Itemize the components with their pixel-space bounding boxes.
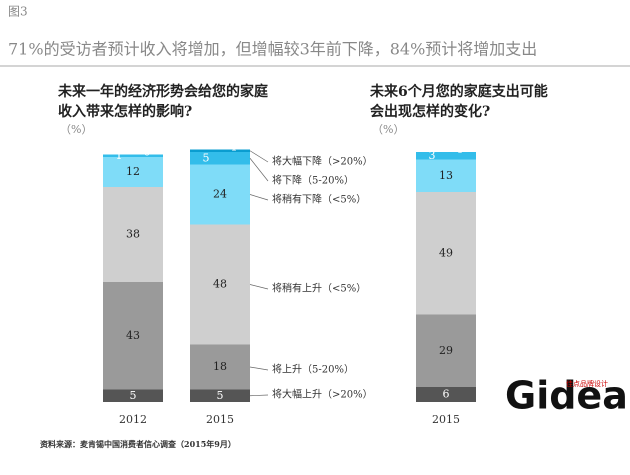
panel-title: 会出现怎样的变化? bbox=[370, 103, 490, 120]
value-label: 6 bbox=[443, 388, 450, 401]
panel-title: 未来一年的经济形势会给您的家庭 bbox=[58, 83, 269, 100]
legend-label: 将大幅下降（>20%） bbox=[272, 155, 373, 168]
value-label: 0 bbox=[457, 143, 464, 156]
legend-label: 将大幅上升（>20%） bbox=[272, 388, 373, 401]
source: 资料来源：麦肯锡中国消费者信心调查（2015年9月） bbox=[40, 439, 236, 449]
value-label: 18 bbox=[213, 360, 227, 373]
bar-segment bbox=[416, 192, 476, 315]
logo: Gidea bbox=[505, 374, 628, 418]
bar-segment bbox=[190, 164, 250, 225]
legend-leader bbox=[249, 150, 269, 163]
value-label: 13 bbox=[439, 169, 453, 182]
value-label: 0 bbox=[144, 146, 151, 159]
headline: 71%的受访者预计收入将增加，但增幅较3年前下降，84%预计将增加支出 bbox=[8, 40, 537, 59]
panel-title: 收入带来怎样的影响? bbox=[58, 103, 192, 120]
legend-leader bbox=[249, 158, 269, 182]
legend-label: 将下降（5-20%） bbox=[272, 174, 354, 187]
bar-segment bbox=[103, 157, 163, 187]
bar-segment bbox=[416, 159, 476, 192]
value-label: 1 bbox=[231, 141, 238, 154]
bar-segment bbox=[190, 149, 250, 152]
unit-label: （%） bbox=[60, 123, 92, 136]
legend-leader bbox=[249, 284, 269, 290]
bar-segment bbox=[190, 344, 250, 390]
bar-segment bbox=[190, 389, 250, 402]
value-label: 38 bbox=[126, 228, 140, 241]
bar-segment bbox=[416, 387, 476, 402]
legend-leader bbox=[249, 194, 269, 201]
bar-segment bbox=[103, 282, 163, 390]
bar-segment bbox=[190, 224, 250, 345]
bar-segment bbox=[416, 314, 476, 387]
value-label: 5 bbox=[203, 151, 210, 164]
figure-label: 图3 bbox=[8, 5, 28, 19]
bar-segment bbox=[416, 152, 476, 160]
legend-label: 将稍有下降（<5%） bbox=[272, 193, 366, 206]
legend-label: 将稍有上升（<5%） bbox=[272, 282, 366, 295]
value-label: 5 bbox=[217, 389, 224, 402]
unit-label: （%） bbox=[372, 123, 404, 136]
value-label: 29 bbox=[439, 344, 453, 357]
legend-leader bbox=[249, 394, 269, 397]
x-tick-label: 2015 bbox=[206, 413, 234, 426]
x-tick-label: 2012 bbox=[119, 413, 147, 426]
legend-leader bbox=[249, 366, 269, 371]
value-label: 24 bbox=[213, 188, 227, 201]
value-label: 3 bbox=[429, 149, 436, 162]
x-tick-label: 2015 bbox=[432, 413, 460, 426]
value-label: 5 bbox=[130, 389, 137, 402]
value-label: 1 bbox=[116, 149, 123, 162]
value-label: 49 bbox=[439, 246, 453, 259]
bar-segment bbox=[190, 152, 250, 165]
logo-tagline: 佳点品牌设计 bbox=[566, 379, 608, 388]
value-label: 43 bbox=[126, 329, 140, 342]
bar-segment bbox=[103, 389, 163, 402]
bar-segment bbox=[103, 154, 163, 157]
legend-label: 将上升（5-20%） bbox=[272, 364, 354, 376]
panel-title: 未来6个月您的家庭支出可能 bbox=[370, 83, 548, 100]
value-label: 12 bbox=[126, 165, 140, 178]
bar-segment bbox=[103, 187, 163, 282]
value-label: 48 bbox=[213, 278, 227, 291]
